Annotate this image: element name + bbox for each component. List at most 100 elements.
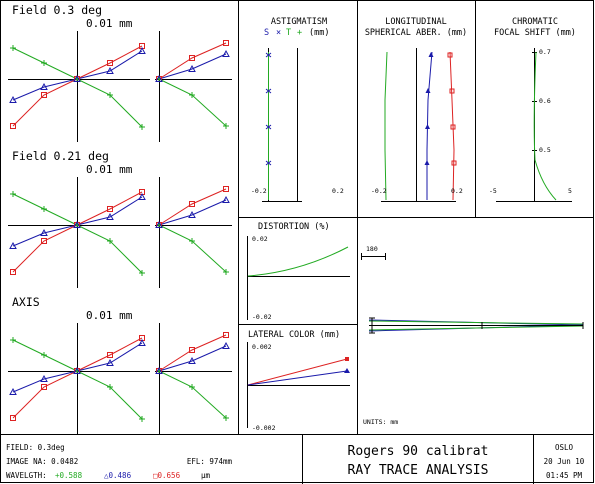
blue-triangle-marker <box>222 49 230 57</box>
blue-triangle-marker <box>155 74 163 82</box>
spherical-blue-marker <box>428 52 434 57</box>
lateral-color-panel: LATERAL COLOR (mm) 0.002 -0.002 <box>247 330 350 432</box>
red-square-marker <box>107 60 113 66</box>
fan-scale-label: 0.01 mm <box>86 309 133 322</box>
red-square-marker <box>189 347 195 353</box>
green-plus-marker <box>223 269 229 275</box>
ray-fan-group: AXIS 0.01 mm <box>8 295 232 434</box>
fan-field-label: Field 0.21 deg <box>12 149 109 163</box>
distortion-title: DISTORTION (%) <box>258 222 330 232</box>
lens-ray-bundle <box>368 317 584 334</box>
fan-field-label: AXIS <box>12 295 40 309</box>
blue-triangle-marker <box>155 220 163 228</box>
footer-program: OSLO <box>555 443 574 452</box>
blue-triangle-marker <box>106 66 114 74</box>
footer-date: 20 Jun 10 <box>544 457 585 466</box>
blue-triangle-marker <box>73 220 81 228</box>
green-plus-marker <box>189 238 195 244</box>
astigmatism-panel: ASTIGMATISM S × T + (mm) -0.2 0.2 <box>251 17 344 202</box>
blue-triangle-marker <box>9 241 17 249</box>
blue-triangle-marker <box>222 341 230 349</box>
fan-scale-label: 0.01 mm <box>86 17 133 30</box>
astigmatism-xmax: 0.2 <box>332 187 344 195</box>
footer-wavelength-1: +0.588 <box>55 471 83 480</box>
astig-s-marker <box>265 160 272 166</box>
blue-triangle-marker <box>188 356 196 364</box>
red-square-marker <box>223 186 229 192</box>
lateral-color-ymax: 0.002 <box>252 343 272 351</box>
chromatic-focal-shift-panel: CHROMATIC FOCAL SHIFT (mm) 0.70.60.5 -5 … <box>489 17 576 202</box>
spherical-aberration-panel: LONGITUDINAL SPHERICAL ABER. (mm) -0.2 0… <box>365 17 467 202</box>
footer-time: 01:45 PM <box>546 471 583 480</box>
spherical-red-marker <box>447 52 453 58</box>
sagittal-blue-curve <box>158 345 227 372</box>
blue-triangle-marker <box>9 95 17 103</box>
lateral-color-red-marker <box>345 357 349 361</box>
red-square-marker <box>189 201 195 207</box>
green-plus-marker <box>189 92 195 98</box>
lens-drawing-panel: 180 UNITS: mm <box>361 245 584 426</box>
astig-s-marker <box>265 52 272 58</box>
chromatic-y-tick-label: 0.7 <box>539 48 551 56</box>
blue-triangle-marker <box>40 228 48 236</box>
spherical-xmin: -0.2 <box>371 187 387 195</box>
blue-triangle-marker <box>138 46 146 54</box>
astig-s-marker <box>265 124 272 130</box>
chromatic-title-line2: FOCAL SHIFT (mm) <box>494 28 576 38</box>
red-square-marker <box>10 123 16 129</box>
green-plus-marker <box>107 92 113 98</box>
lens-scale-label: 180 <box>366 245 378 253</box>
red-square-marker <box>41 92 47 98</box>
fan-scale-label: 0.01 mm <box>86 163 133 176</box>
chromatic-xmin: -5 <box>489 187 497 195</box>
red-square-marker <box>10 269 16 275</box>
distortion-curve <box>247 246 349 277</box>
sagittal-green-curve <box>158 370 227 419</box>
blue-triangle-marker <box>188 210 196 218</box>
blue-triangle-marker <box>138 192 146 200</box>
lateral-color-blue-curve <box>247 370 348 386</box>
green-plus-marker <box>41 206 47 212</box>
lateral-color-blue-marker <box>344 368 350 373</box>
chromatic-title-line1: CHROMATIC <box>512 17 558 27</box>
green-plus-marker <box>10 45 16 51</box>
chromatic-y-tick-label: 0.5 <box>539 146 551 154</box>
fan-field-label: Field 0.3 deg <box>12 3 102 17</box>
spherical-title-line2: SPHERICAL ABER. (mm) <box>365 28 467 38</box>
footer: FIELD: 0.3deg IMAGE NA: 0.0482 EFL: 974m… <box>6 443 585 480</box>
chromatic-curve <box>533 51 557 201</box>
footer-wavelength-3: □0.656 <box>153 471 181 480</box>
astigmatism-xmin: -0.2 <box>251 187 267 195</box>
spherical-red-marker <box>449 88 455 94</box>
spherical-blue-marker <box>425 88 431 93</box>
astigmatism-legend-unit: (mm) <box>309 28 329 38</box>
blue-triangle-marker <box>40 374 48 382</box>
astig-s-marker <box>265 88 272 94</box>
spherical-red-marker <box>450 124 456 130</box>
blue-triangle-marker <box>222 195 230 203</box>
sagittal-green-curve <box>158 78 227 127</box>
footer-wavelength-label: WAVELGTH: <box>6 471 47 480</box>
lateral-color-ymin: -0.002 <box>252 424 276 432</box>
footer-image-na: IMAGE NA: 0.0482 <box>6 457 78 466</box>
green-plus-marker <box>10 191 16 197</box>
green-plus-marker <box>139 270 145 276</box>
distortion-ymax: 0.02 <box>252 235 268 243</box>
chromatic-y-tick-label: 0.6 <box>539 97 551 105</box>
spherical-xmax: 0.2 <box>451 187 463 195</box>
footer-field: FIELD: 0.3deg <box>6 443 65 452</box>
spherical-blue-marker <box>424 160 430 165</box>
green-plus-marker <box>107 238 113 244</box>
red-square-marker <box>41 238 47 244</box>
blue-triangle-marker <box>106 358 114 366</box>
green-plus-marker <box>139 416 145 422</box>
sagittal-green-curve <box>158 224 227 273</box>
green-plus-marker <box>10 337 16 343</box>
lateral-color-red-curve <box>247 358 348 386</box>
sagittal-blue-curve <box>158 53 227 80</box>
